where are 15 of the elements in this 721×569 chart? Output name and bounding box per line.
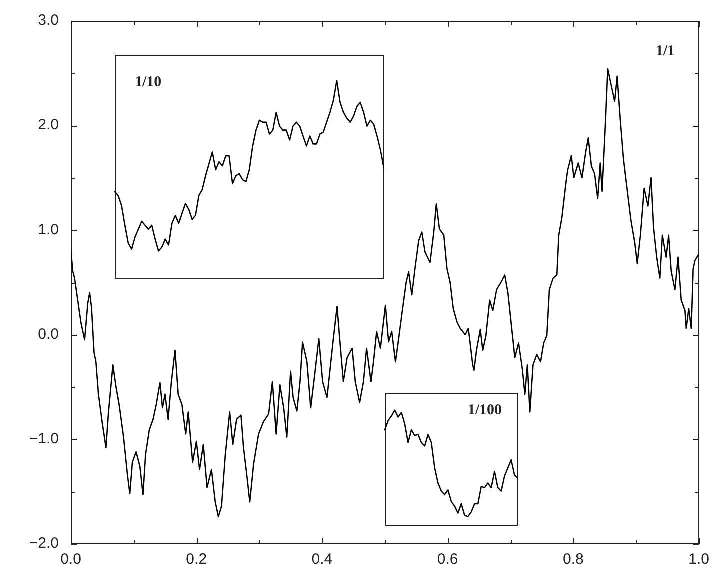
- annotation: 1/100: [468, 402, 502, 418]
- x-tick-label: 0.8: [562, 551, 584, 568]
- x-tick-label: 0.0: [60, 551, 82, 568]
- y-tick-label: 0.0: [38, 326, 59, 343]
- y-tick-label: −2.0: [29, 535, 59, 552]
- x-tick-label: 1.0: [688, 551, 710, 568]
- y-tick-label: 3.0: [38, 12, 59, 30]
- annotation: 1/10: [135, 74, 162, 90]
- x-tick-label: 0.4: [312, 551, 333, 568]
- y-tick-label: 1.0: [38, 221, 59, 238]
- y-tick-label: 2.0: [38, 116, 59, 134]
- annotation: 1/1: [656, 43, 675, 60]
- y-tick-label: −1.0: [29, 430, 59, 448]
- x-tick-label: 0.2: [186, 551, 208, 568]
- x-tick-label: 0.6: [437, 551, 458, 568]
